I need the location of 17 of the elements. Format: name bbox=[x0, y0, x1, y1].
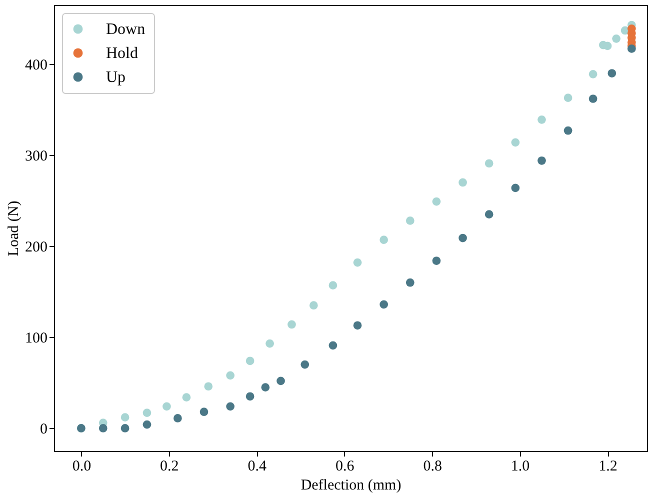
x-axis-title: Deflection (mm) bbox=[300, 478, 402, 494]
x-tick-label: 0.2 bbox=[160, 458, 179, 474]
legend-label: Up bbox=[106, 69, 126, 86]
x-tick-label: 1.0 bbox=[510, 458, 530, 474]
y-axis-title: Load (N) bbox=[6, 200, 22, 256]
y-tick-label: 400 bbox=[25, 58, 48, 74]
x-tick-label: 0.6 bbox=[335, 458, 355, 474]
y-tick-label: 0 bbox=[40, 422, 48, 438]
legend-label: Hold bbox=[106, 45, 138, 62]
x-tick-label: 0.8 bbox=[423, 458, 442, 474]
x-tick-label: 0.0 bbox=[72, 458, 92, 474]
y-tick-label: 200 bbox=[25, 240, 48, 256]
x-tick-label: 0.4 bbox=[248, 458, 268, 474]
x-tick-label: 1.2 bbox=[598, 458, 618, 474]
legend-label: Down bbox=[106, 21, 146, 38]
y-tick-label: 100 bbox=[25, 330, 48, 347]
y-tick-label: 300 bbox=[25, 148, 48, 165]
